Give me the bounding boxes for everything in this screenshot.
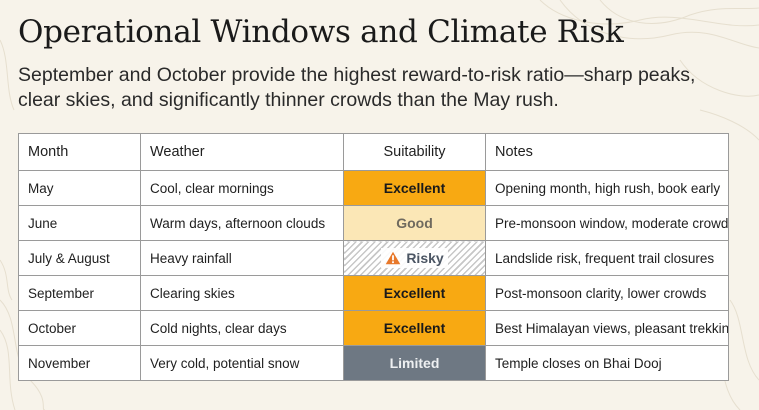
- page-title: Operational Windows and Climate Risk: [18, 14, 624, 50]
- header-notes: Notes: [485, 133, 729, 171]
- warning-icon: [386, 251, 401, 265]
- header-weather: Weather: [140, 133, 344, 171]
- weather-cell: Very cold, potential snow: [140, 345, 344, 381]
- month-cell: November: [18, 345, 141, 381]
- notes-cell: Pre-monsoon window, moderate crowd: [485, 205, 729, 241]
- page-subtitle: September and October provide the highes…: [18, 64, 696, 111]
- month-cell: May: [18, 170, 141, 206]
- notes-cell: Opening month, high rush, book early: [485, 170, 729, 206]
- table-row: October Cold nights, clear days Excellen…: [18, 310, 729, 346]
- suitability-badge-good: Good: [343, 205, 486, 241]
- table-row: November Very cold, potential snow Limit…: [18, 345, 729, 381]
- suitability-badge-excellent: Excellent: [343, 170, 486, 206]
- notes-cell: Best Himalayan views, pleasant trekking: [485, 310, 729, 346]
- table-row: September Clearing skies Excellent Post-…: [18, 275, 729, 311]
- weather-cell: Clearing skies: [140, 275, 344, 311]
- weather-cell: Cool, clear mornings: [140, 170, 344, 206]
- header-month: Month: [18, 133, 141, 171]
- weather-cell: Warm days, afternoon clouds: [140, 205, 344, 241]
- weather-cell: Heavy rainfall: [140, 240, 344, 276]
- notes-cell: Temple closes on Bhai Dooj: [485, 345, 729, 381]
- risky-label: Risky: [406, 250, 444, 266]
- table-row: June Warm days, afternoon clouds Good Pr…: [18, 205, 729, 241]
- notes-cell: Post-monsoon clarity, lower crowds: [485, 275, 729, 311]
- risky-label-wrap: Risky: [381, 248, 448, 268]
- table-header-row: Month Weather Suitability Notes: [18, 133, 729, 171]
- suitability-badge-limited: Limited: [343, 345, 486, 381]
- weather-cell: Cold nights, clear days: [140, 310, 344, 346]
- month-cell: June: [18, 205, 141, 241]
- suitability-badge-risky: Risky: [343, 240, 486, 276]
- header-suitability: Suitability: [343, 133, 486, 171]
- month-cell: July & August: [18, 240, 141, 276]
- table-row: July & August Heavy rainfall Risky Lands…: [18, 240, 729, 276]
- table-row: May Cool, clear mornings Excellent Openi…: [18, 170, 729, 206]
- month-cell: September: [18, 275, 141, 311]
- month-cell: October: [18, 310, 141, 346]
- suitability-table: Month Weather Suitability Notes May Cool…: [18, 133, 729, 381]
- suitability-badge-excellent: Excellent: [343, 275, 486, 311]
- notes-cell: Landslide risk, frequent trail closures: [485, 240, 729, 276]
- suitability-badge-excellent: Excellent: [343, 310, 486, 346]
